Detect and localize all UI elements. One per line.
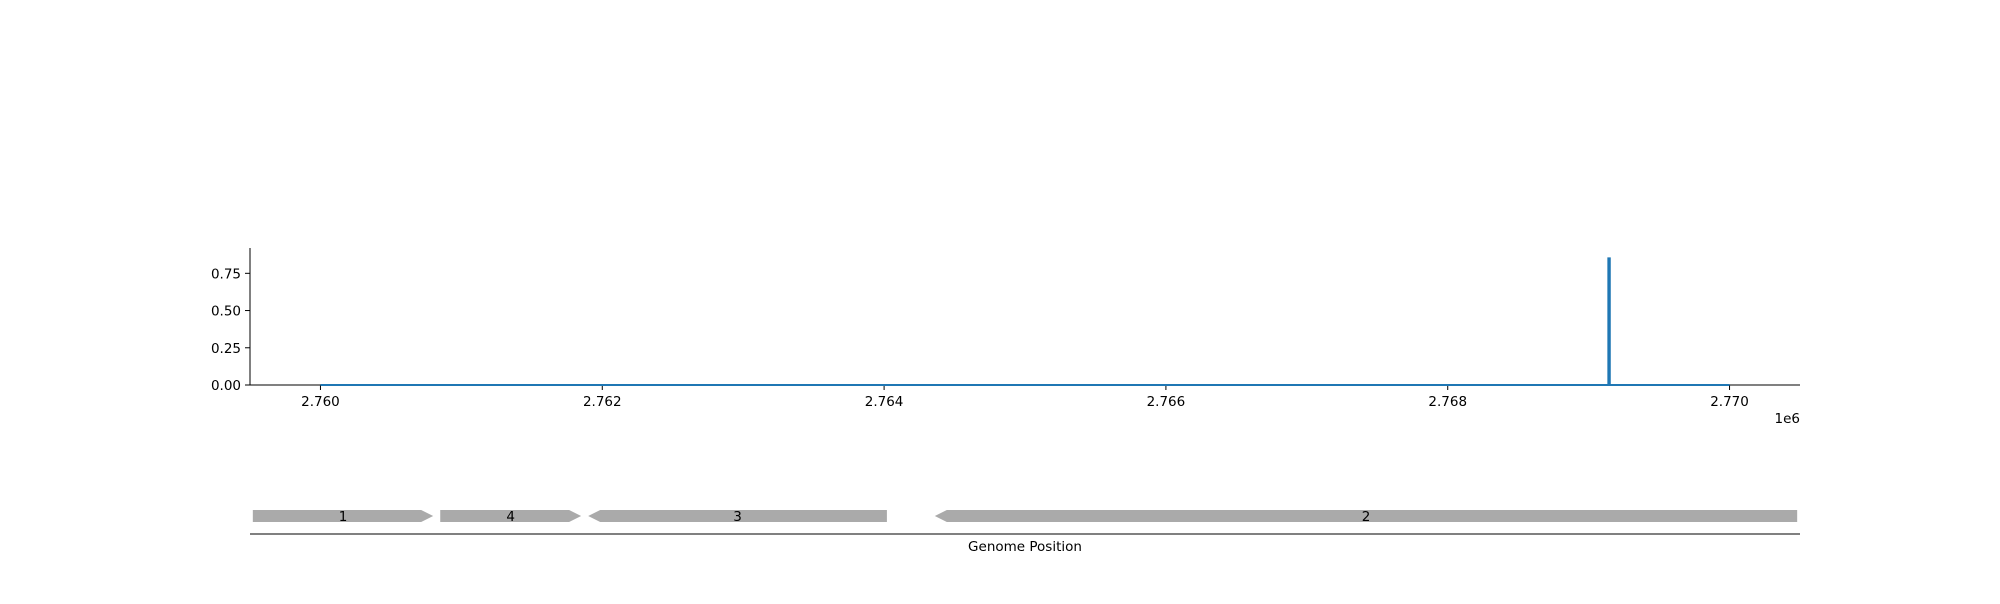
gene-arrow <box>934 510 1798 522</box>
gene-label: 2 <box>1362 509 1371 525</box>
gene-arrow <box>440 510 582 522</box>
signal-series-line <box>320 257 1730 386</box>
gene-arrow <box>588 510 887 522</box>
gene-label: 3 <box>733 509 742 525</box>
y-tick-label: 0.75 <box>211 266 241 282</box>
x-tick-label: 2.766 <box>1147 394 1186 410</box>
x-tick-label: 2.760 <box>301 394 340 410</box>
gene-label: 1 <box>339 509 348 525</box>
gene-track-panel: Genome Position 1 4 3 2 <box>250 509 1800 555</box>
y-tick-label: 0.50 <box>211 304 241 320</box>
x-offset-label: 1e6 <box>1775 411 1800 427</box>
gene-label: 4 <box>506 509 515 525</box>
x-tick-label: 2.768 <box>1428 394 1467 410</box>
x-tick-label: 2.762 <box>583 394 622 410</box>
signal-plot-panel: 2.760 2.762 2.764 2.766 2.768 2.770 1e6 0.00 0.2… <box>211 248 1800 427</box>
gene-track-xlabel: Genome Position <box>968 539 1082 555</box>
y-tick-label: 0.25 <box>211 341 241 357</box>
gene-arrow <box>252 510 434 522</box>
y-tick-label: 0.00 <box>211 378 241 394</box>
x-tick-label: 2.764 <box>865 394 904 410</box>
x-tick-label: 2.770 <box>1710 394 1749 410</box>
